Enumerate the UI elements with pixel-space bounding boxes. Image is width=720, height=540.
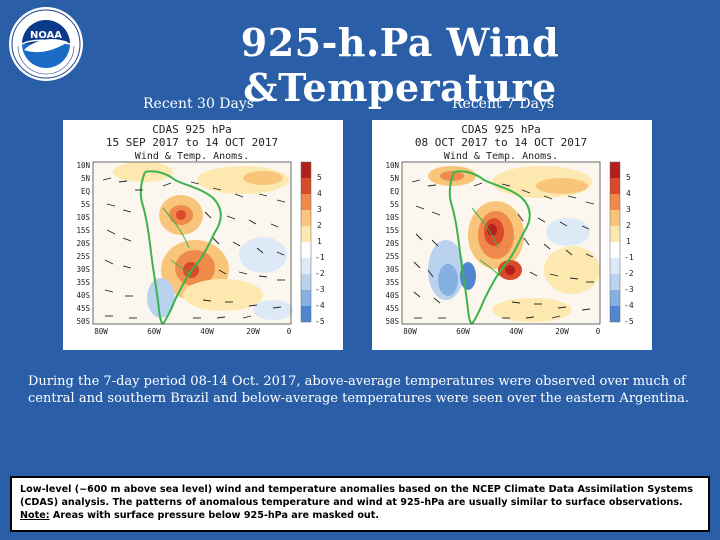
lat-label: 40S <box>385 291 399 300</box>
scale-label: -1 <box>624 253 634 262</box>
lat-label: EQ <box>81 187 91 196</box>
map-30-days-figure: CDAS 925 hPa 15 SEP 2017 to 14 OCT 2017 … <box>63 120 343 350</box>
scale-label: 4 <box>317 189 322 198</box>
lat-label: 45S <box>385 304 399 313</box>
lat-label: 45S <box>76 304 90 313</box>
scale-label: 5 <box>317 173 322 182</box>
lon-label: 40W <box>200 327 214 336</box>
lat-label: 50S <box>385 317 399 326</box>
color-scale-30: 5 4 3 2 1 -1 -2 -3 -4 -5 <box>300 161 325 326</box>
noaa-logo-icon: NOAA <box>9 7 83 81</box>
lat-label: 10S <box>385 213 399 222</box>
scale-label: -1 <box>315 253 325 262</box>
scale-label: -4 <box>315 301 325 310</box>
lat-label: 35S <box>385 278 399 287</box>
scale-label: -2 <box>624 269 634 278</box>
caption-7-days: Recent 7 Days <box>452 96 555 112</box>
map-30-title-3: Wind & Temp. Anoms. <box>135 151 249 162</box>
scale-label: 1 <box>317 237 322 246</box>
lon-label: 40W <box>509 327 523 336</box>
lat-label: 15S <box>385 226 399 235</box>
scale-label: 5 <box>626 173 631 182</box>
scale-label: -4 <box>624 301 634 310</box>
lat-label: 40S <box>76 291 90 300</box>
lon-label: 0 <box>287 327 292 336</box>
lat-label: 30S <box>76 265 90 274</box>
map-30-title-2: 15 SEP 2017 to 14 OCT 2017 <box>106 136 278 149</box>
lon-label: 20W <box>555 327 569 336</box>
note-line-1: Low-level (~600 m above sea level) wind … <box>20 484 693 508</box>
lat-label: 25S <box>76 252 90 261</box>
scale-label: 2 <box>317 221 322 230</box>
lat-label: 5N <box>390 174 399 183</box>
logo-text: NOAA <box>30 30 62 41</box>
map-7-title-3: Wind & Temp. Anoms. <box>444 151 558 162</box>
map-7-title-1: CDAS 925 hPa <box>461 123 540 136</box>
scale-label: 2 <box>626 221 631 230</box>
lat-label: EQ <box>390 187 400 196</box>
page-title: 925-h.Pa Wind &Temperature <box>240 20 560 110</box>
caption-30-days: Recent 30 Days <box>143 96 254 112</box>
scale-label: 1 <box>626 237 631 246</box>
scale-label: -3 <box>315 285 325 294</box>
lat-label: 50S <box>76 317 90 326</box>
note-label: Note: <box>20 510 50 521</box>
lat-label: 15S <box>76 226 90 235</box>
map-7-days-figure: CDAS 925 hPa 08 OCT 2017 to 14 OCT 2017 … <box>372 120 652 350</box>
map-field-30 <box>92 161 293 325</box>
lon-label: 80W <box>94 327 108 336</box>
lon-label: 60W <box>147 327 161 336</box>
scale-label: -5 <box>624 317 634 326</box>
lat-label: 20S <box>385 239 399 248</box>
lat-label: 10N <box>76 161 90 170</box>
lat-label: 35S <box>76 278 90 287</box>
map-30-days: CDAS 925 hPa 15 SEP 2017 to 14 OCT 2017 … <box>63 120 343 350</box>
lon-label: 60W <box>456 327 470 336</box>
lat-label: 20S <box>76 239 90 248</box>
color-scale-7: 5 4 3 2 1 -1 -2 -3 -4 -5 <box>609 161 634 326</box>
map-7-title-2: 08 OCT 2017 to 14 OCT 2017 <box>415 136 587 149</box>
lat-label: 25S <box>385 252 399 261</box>
map-field-7 <box>401 161 601 325</box>
map-7-days: CDAS 925 hPa 08 OCT 2017 to 14 OCT 2017 … <box>372 120 652 350</box>
scale-label: -3 <box>624 285 634 294</box>
lon-label: 20W <box>246 327 260 336</box>
lon-label: 0 <box>596 327 601 336</box>
lat-label: 10N <box>385 161 399 170</box>
scale-label: -2 <box>315 269 325 278</box>
scale-label: 4 <box>626 189 631 198</box>
lat-label: 5N <box>81 174 90 183</box>
note-box: Low-level (~600 m above sea level) wind … <box>10 476 710 532</box>
lat-label: 5S <box>81 200 91 209</box>
map-30-title-1: CDAS 925 hPa <box>152 123 231 136</box>
scale-label: -5 <box>315 317 325 326</box>
lat-label: 5S <box>390 200 400 209</box>
lat-label: 30S <box>385 265 399 274</box>
lon-label: 80W <box>403 327 417 336</box>
scale-label: 3 <box>626 205 631 214</box>
lat-label: 10S <box>76 213 90 222</box>
description-text: During the 7-day period 08-14 Oct. 2017,… <box>28 374 690 406</box>
note-line-2: Areas with surface pressure below 925-hP… <box>49 510 379 521</box>
scale-label: 3 <box>317 205 322 214</box>
